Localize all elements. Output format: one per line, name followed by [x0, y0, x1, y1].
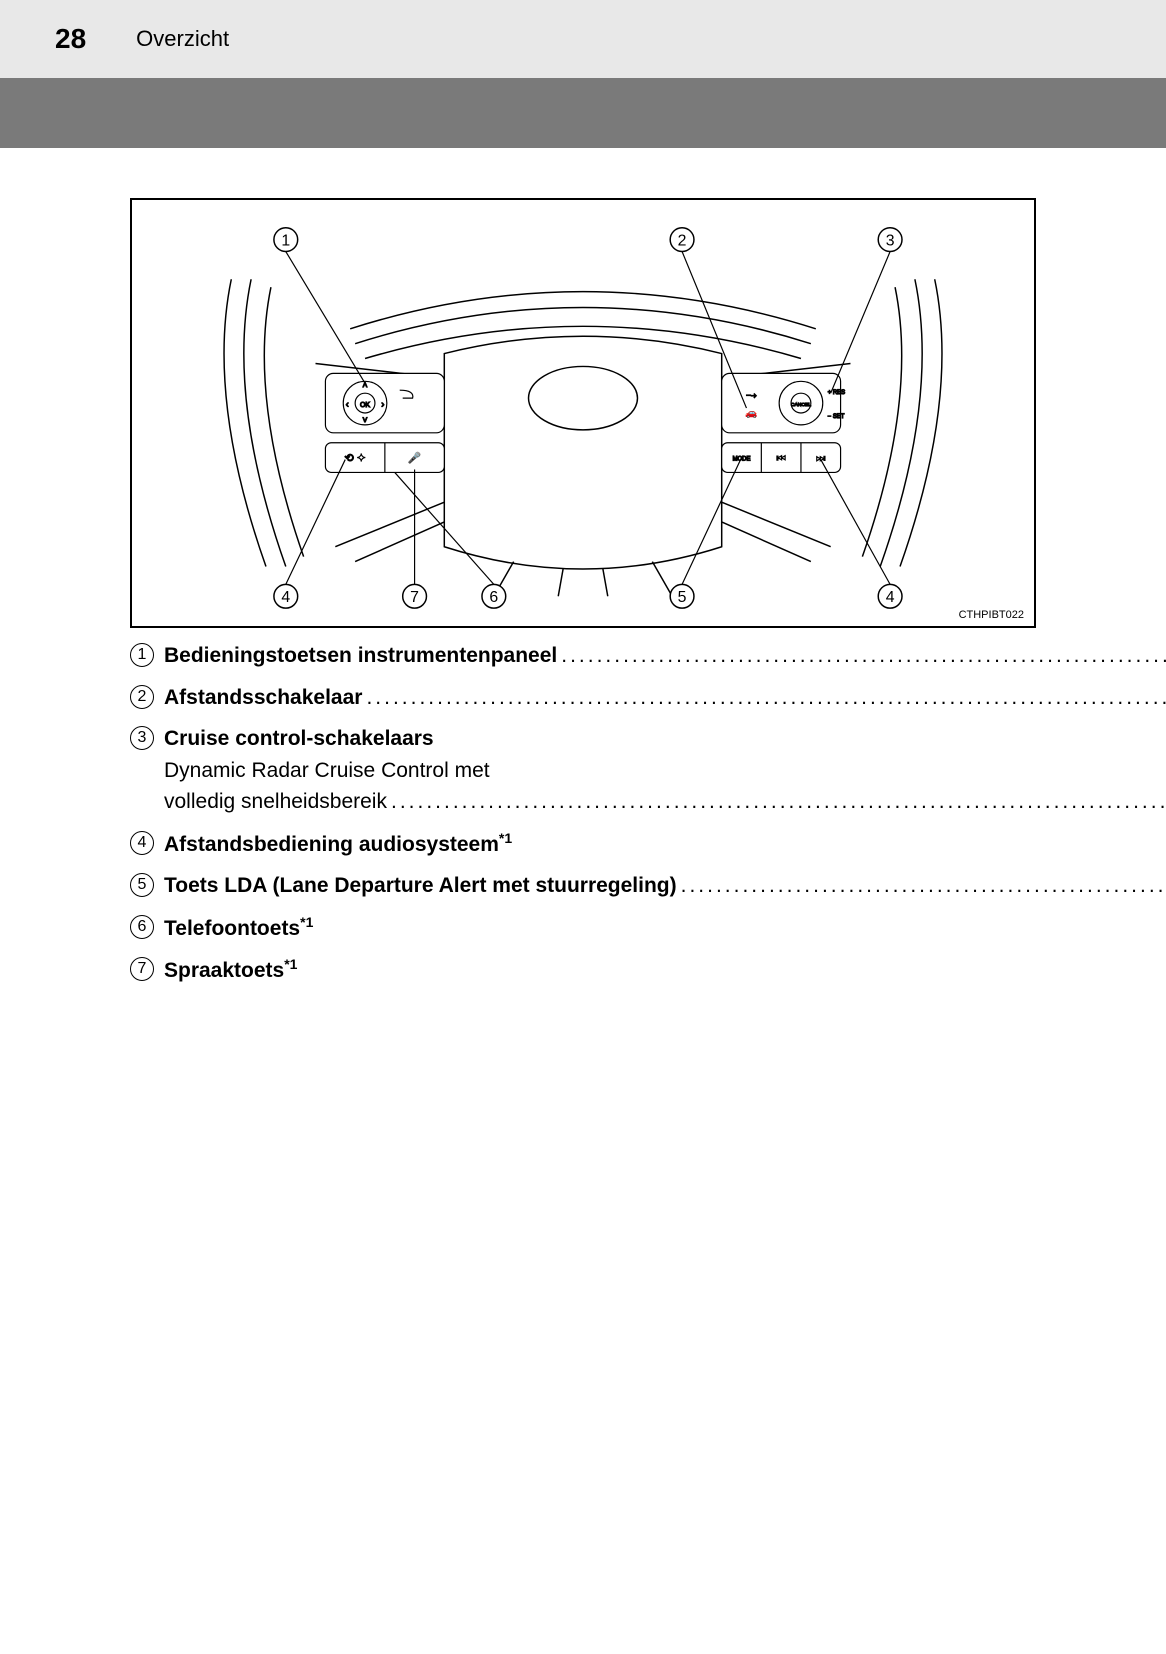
item-number: 7 — [130, 957, 154, 981]
item-label: Toets LDA (Lane Departure Alert met stuu… — [164, 870, 677, 902]
mode-label: MODE — [733, 457, 751, 463]
callout-1: 1 — [281, 233, 290, 250]
gray-banner — [0, 78, 1166, 148]
cancel-label: CANCEL — [791, 402, 811, 408]
callout-6: 6 — [489, 589, 498, 606]
list-item: 7 Spraaktoets*1 — [130, 954, 1036, 987]
callout-7: 7 — [410, 589, 419, 606]
svg-text:⏮: ⏮ — [777, 454, 786, 465]
svg-text:˄: ˄ — [362, 380, 367, 390]
svg-text:‹: ‹ — [346, 399, 349, 409]
svg-text:🚗: 🚗 — [745, 408, 757, 419]
list-item: 2 Afstandsschakelaar Blz. 340 — [130, 682, 1036, 714]
item-label: Spraaktoets*1 — [164, 954, 297, 987]
item-label: Afstandsbediening audiosysteem*1 — [164, 828, 512, 861]
item-number: 5 — [130, 873, 154, 897]
ok-label: OK — [360, 402, 370, 409]
leader-dots — [677, 870, 1166, 902]
list-item: 3 Cruise control-schakelaars Dynamic Rad… — [130, 723, 1036, 818]
figure-code: CTHPIBT022 — [959, 609, 1024, 621]
page-header: 28 Overzicht — [0, 0, 1166, 78]
callout-2: 2 — [678, 233, 687, 250]
item-number: 2 — [130, 685, 154, 709]
svg-text:🎤: 🎤 — [408, 451, 422, 465]
item-sublabel: Dynamic Radar Cruise Control met — [164, 755, 490, 787]
callout-4-left: 4 — [281, 589, 290, 606]
item-label: Afstandsschakelaar — [164, 682, 362, 714]
callout-list: 1 Bedieningstoetsen instrumentenpaneel B… — [130, 640, 1036, 987]
item-sublabel2: volledig snelheidsbereik — [164, 786, 387, 818]
diagram-svg: OK ˄ ˅ ‹ › ⟲ ✦ 🎤 CANCEL + RES − SET ⤍ — [132, 200, 1034, 626]
list-item: 1 Bedieningstoetsen instrumentenpaneel B… — [130, 640, 1036, 672]
callout-4-right: 4 — [886, 589, 895, 606]
set-label: − SET — [828, 414, 845, 420]
svg-text:›: › — [381, 399, 384, 409]
svg-text:⏭: ⏭ — [816, 454, 825, 465]
item-label: Cruise control-schakelaars — [164, 723, 434, 755]
superscript: *1 — [499, 830, 512, 846]
item-number: 1 — [130, 643, 154, 667]
superscript: *1 — [284, 956, 297, 972]
section-title: Overzicht — [136, 26, 229, 52]
list-item: 4 Afstandsbediening audiosysteem*1 — [130, 828, 1036, 861]
item-number: 6 — [130, 915, 154, 939]
steering-wheel-diagram: OK ˄ ˅ ‹ › ⟲ ✦ 🎤 CANCEL + RES − SET ⤍ — [130, 198, 1036, 628]
svg-text:⤍: ⤍ — [746, 390, 757, 401]
list-item: 5 Toets LDA (Lane Departure Alert met st… — [130, 870, 1036, 902]
callout-3: 3 — [886, 233, 895, 250]
res-label: + RES — [828, 390, 845, 396]
callout-5: 5 — [678, 589, 687, 606]
item-label: Telefoontoets*1 — [164, 912, 313, 945]
leader-dots — [362, 682, 1166, 714]
svg-text:⟲ ✦: ⟲ ✦ — [345, 453, 366, 465]
item-label: Bedieningstoetsen instrumentenpaneel — [164, 640, 557, 672]
page-number: 28 — [55, 23, 86, 55]
item-number: 4 — [130, 831, 154, 855]
svg-text:˅: ˅ — [362, 415, 367, 425]
list-item: 6 Telefoontoets*1 — [130, 912, 1036, 945]
leader-dots — [557, 640, 1166, 672]
item-number: 3 — [130, 726, 154, 750]
superscript: *1 — [300, 914, 313, 930]
content-area: OK ˄ ˅ ‹ › ⟲ ✦ 🎤 CANCEL + RES − SET ⤍ — [0, 148, 1166, 987]
leader-dots — [387, 786, 1166, 818]
